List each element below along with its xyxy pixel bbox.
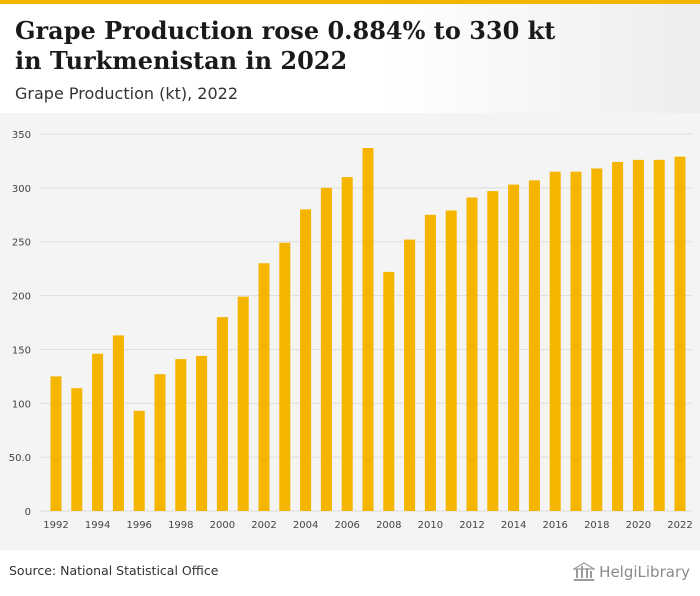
y-tick-label: 250	[12, 238, 31, 249]
x-tick-label: 2014	[501, 520, 526, 531]
bar-2016	[549, 171, 561, 511]
bar-1998	[175, 359, 187, 511]
bar-2007	[362, 148, 374, 511]
x-tick-label: 2002	[251, 520, 276, 531]
x-tick-label: 2008	[376, 520, 401, 531]
bar-2019	[612, 162, 624, 511]
x-tick-label: 1996	[126, 520, 151, 531]
y-tick-label: 150	[12, 345, 31, 356]
x-tick-label: 2000	[210, 520, 235, 531]
bar-1999	[196, 355, 208, 511]
library-building-icon	[573, 562, 596, 581]
bar-2002	[258, 263, 270, 511]
x-tick-label: 1998	[168, 520, 193, 531]
y-tick-label: 300	[12, 184, 31, 195]
x-tick-label: 2022	[667, 520, 692, 531]
source-note: Source: National Statistical Office	[9, 563, 219, 578]
bar-1994	[92, 353, 104, 511]
chart-subtitle: Grape Production (kt), 2022	[15, 84, 238, 103]
header: Grape Production rose 0.884% to 330 kt i…	[0, 4, 700, 113]
x-tick-label: 1994	[85, 520, 110, 531]
bar-2022	[674, 156, 686, 511]
x-tick-label: 2012	[459, 520, 484, 531]
accent-bar	[0, 0, 700, 4]
bar-1992	[50, 376, 62, 511]
bar-2021	[653, 159, 665, 511]
bar-2004	[300, 209, 312, 511]
x-tick-label: 2004	[293, 520, 318, 531]
bar-2003	[279, 242, 291, 511]
bar-2008	[383, 271, 395, 511]
bar-2014	[508, 184, 520, 511]
y-tick-label: 100	[12, 399, 31, 410]
x-tick-label: 2020	[626, 520, 651, 531]
x-tick-label: 1992	[43, 520, 68, 531]
bar-2011	[445, 210, 457, 511]
bar-1995	[112, 335, 124, 511]
bar-2000	[216, 317, 228, 511]
bar-2013	[487, 191, 499, 511]
x-tick-label: 2016	[542, 520, 567, 531]
bar-chart: 0 50.0 100 150 200 250 300 350 1992 1994 1996 1998 2…	[9, 130, 693, 531]
bar-2015	[528, 180, 540, 511]
bar-1997	[154, 374, 166, 511]
page-title: Grape Production rose 0.884% to 330 kt i…	[15, 16, 556, 75]
bar-1993	[71, 388, 83, 511]
footer	[0, 550, 700, 596]
logo-text: HelgiLibrary	[599, 563, 690, 581]
bar-2001	[237, 296, 249, 511]
y-tick-label: 0	[25, 507, 31, 518]
bar-2018	[591, 168, 603, 511]
bar-2009	[404, 239, 416, 511]
y-tick-label: 50.0	[9, 453, 31, 464]
helgi-library-logo[interactable]: HelgiLibrary	[573, 560, 690, 584]
bar-2010	[424, 214, 436, 511]
bar-1996	[133, 410, 145, 511]
bar-2020	[632, 159, 644, 511]
x-tick-label: 2018	[584, 520, 609, 531]
x-tick-label: 2010	[418, 520, 443, 531]
x-tick-label: 2006	[334, 520, 359, 531]
bar-2012	[466, 197, 478, 511]
bar-2005	[320, 187, 332, 511]
y-tick-label: 200	[12, 292, 31, 303]
y-tick-label: 350	[12, 130, 31, 141]
bar-2006	[341, 177, 353, 511]
bar-2017	[570, 171, 582, 511]
